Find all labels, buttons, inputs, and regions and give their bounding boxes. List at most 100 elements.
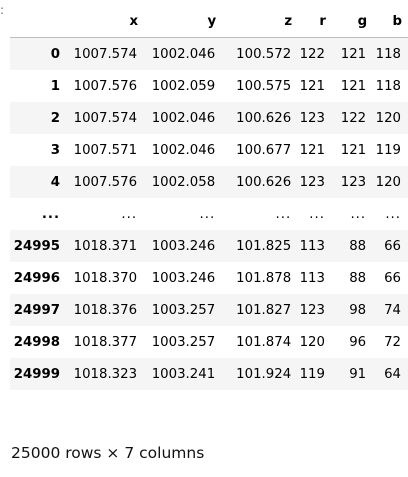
cell-y: 1003.257 (151, 334, 216, 350)
cell-y: ... (199, 206, 216, 222)
cell-z: ... (275, 206, 292, 222)
table-row: 24995 1018.371 1003.246 101.825 113 88 6… (10, 230, 408, 262)
dataframe-shape-summary: 25000 rows × 7 columns (11, 444, 205, 462)
row-index: 24998 (13, 334, 60, 350)
cell-r: 113 (299, 238, 325, 254)
cell-z: 101.827 (236, 302, 292, 318)
table-row: 24997 1018.376 1003.257 101.827 123 98 7… (10, 294, 408, 326)
cell-y: 1002.046 (151, 46, 216, 62)
row-index: 24995 (13, 238, 60, 254)
cell-r: 122 (299, 46, 325, 62)
cell-g: 96 (349, 334, 367, 350)
cell-y: 1002.046 (151, 110, 216, 126)
cell-z: 100.626 (236, 110, 292, 126)
cell-x: 1007.574 (73, 110, 138, 126)
cell-x: 1007.576 (73, 174, 138, 190)
ellipsis-row: ... ... ... ... ... ... ... (10, 198, 408, 230)
cell-x: 1018.376 (73, 302, 138, 318)
cell-y: 1002.058 (151, 174, 216, 190)
row-index: 2 (50, 110, 60, 126)
column-header-r: r (298, 5, 332, 38)
table-row: 1 1007.576 1002.059 100.575 121 121 118 (10, 70, 408, 102)
cell-z: 101.924 (236, 366, 292, 382)
cell-r: 123 (299, 110, 325, 126)
cell-r: 123 (299, 302, 325, 318)
table-row: 24998 1018.377 1003.257 101.874 120 96 7… (10, 326, 408, 358)
cell-g: 88 (349, 270, 367, 286)
cell-b: 118 (375, 46, 401, 62)
table-row: 2 1007.574 1002.046 100.626 123 122 120 (10, 102, 408, 134)
cell-z: 100.575 (236, 78, 292, 94)
row-index: ... (41, 206, 60, 222)
table-row: 24996 1018.370 1003.246 101.878 113 88 6… (10, 262, 408, 294)
cell-b: 72 (384, 334, 401, 350)
cell-r: 119 (299, 366, 325, 382)
cell-z: 100.677 (236, 142, 292, 158)
cell-x: 1007.571 (73, 142, 138, 158)
cell-b: 120 (375, 110, 401, 126)
dataframe-table-container: x y z r g b 0 1007.574 1002.046 100.572 … (10, 5, 408, 390)
cell-b: 66 (384, 238, 401, 254)
cell-g: 122 (340, 110, 367, 126)
cell-g: 121 (340, 142, 367, 158)
cell-g: 123 (340, 174, 367, 190)
index-header (10, 5, 67, 38)
cell-r: 121 (299, 78, 325, 94)
cell-x: 1007.576 (73, 78, 138, 94)
cell-y: 1002.059 (151, 78, 216, 94)
table-row: 4 1007.576 1002.058 100.626 123 123 120 (10, 166, 408, 198)
cell-y: 1003.241 (151, 366, 216, 382)
row-index: 3 (50, 142, 60, 158)
column-header-z: z (222, 5, 299, 38)
cell-y: 1003.257 (151, 302, 216, 318)
cell-x: 1018.371 (73, 238, 138, 254)
column-header-g: g (331, 5, 374, 38)
cell-z: 101.874 (236, 334, 292, 350)
cell-y: 1003.246 (151, 270, 216, 286)
cell-g: ... (350, 206, 367, 222)
cell-r: 121 (299, 142, 325, 158)
cell-z: 100.572 (236, 46, 292, 62)
header-row: x y z r g b (10, 5, 408, 38)
row-index: 24996 (13, 270, 60, 286)
cell-b: 64 (384, 366, 401, 382)
row-index: 24999 (13, 366, 60, 382)
cell-g: 91 (349, 366, 367, 382)
dataframe-table: x y z r g b 0 1007.574 1002.046 100.572 … (10, 5, 408, 390)
row-index: 24997 (13, 302, 60, 318)
cell-g: 121 (340, 46, 367, 62)
cell-b: 118 (375, 78, 401, 94)
cell-b: 66 (384, 270, 401, 286)
cell-r: 113 (299, 270, 325, 286)
cell-z: 100.626 (236, 174, 292, 190)
cell-x: ... (121, 206, 138, 222)
column-header-b: b (373, 5, 408, 38)
cell-g: 121 (340, 78, 367, 94)
cell-r: ... (309, 206, 325, 222)
cell-y: 1003.246 (151, 238, 216, 254)
cell-x: 1018.323 (73, 366, 138, 382)
table-body: 0 1007.574 1002.046 100.572 122 121 118 … (10, 37, 408, 390)
cell-r: 120 (299, 334, 325, 350)
cell-z: 101.878 (236, 270, 292, 286)
cell-b: 119 (375, 142, 401, 158)
cell-x: 1018.377 (73, 334, 138, 350)
table-row: 3 1007.571 1002.046 100.677 121 121 119 (10, 134, 408, 166)
cell-x: 1007.574 (73, 46, 138, 62)
table-row: 24999 1018.323 1003.241 101.924 119 91 6… (10, 358, 408, 390)
output-gutter-marker: : (0, 0, 3, 20)
cell-y: 1002.046 (151, 142, 216, 158)
row-index: 4 (50, 174, 60, 190)
cell-b: 120 (375, 174, 401, 190)
cell-g: 98 (349, 302, 367, 318)
row-index: 0 (50, 46, 60, 62)
table-header: x y z r g b (10, 5, 408, 38)
cell-x: 1018.370 (73, 270, 138, 286)
cell-z: 101.825 (236, 238, 292, 254)
column-header-y: y (144, 5, 223, 38)
cell-r: 123 (299, 174, 325, 190)
cell-b: ... (385, 206, 401, 222)
column-header-x: x (67, 5, 145, 38)
row-index: 1 (50, 78, 60, 94)
table-row: 0 1007.574 1002.046 100.572 122 121 118 (10, 37, 408, 70)
